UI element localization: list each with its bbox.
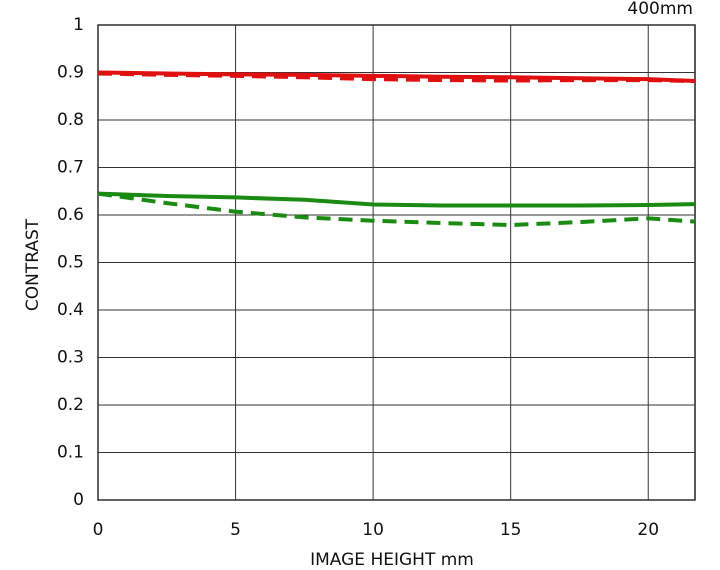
y-tick-label: 0.8 xyxy=(57,110,84,130)
y-tick-label: 1 xyxy=(73,15,84,35)
y-tick-label: 0.6 xyxy=(57,205,84,225)
x-tick-label: 5 xyxy=(230,520,241,540)
y-tick-label: 0.2 xyxy=(57,395,84,415)
x-tick-label: 0 xyxy=(93,520,104,540)
x-tick-label: 20 xyxy=(637,520,659,540)
y-tick-label: 0.3 xyxy=(57,348,84,368)
x-tick-label: 10 xyxy=(362,520,384,540)
y-tick-label: 0.5 xyxy=(57,253,84,273)
y-tick-label: 0.1 xyxy=(57,443,84,463)
series-line xyxy=(97,191,696,227)
y-tick-label: 0.9 xyxy=(57,63,84,83)
x-axis-label: IMAGE HEIGHT mm xyxy=(310,550,474,570)
series-line xyxy=(97,71,696,84)
y-axis-label: CONTRAST xyxy=(23,218,43,311)
y-tick-label: 0.7 xyxy=(57,158,84,178)
x-tick-label: 15 xyxy=(500,520,522,540)
chart-title: 400mm xyxy=(627,0,693,19)
y-tick-label: 0 xyxy=(73,490,84,510)
y-tick-label: 0.4 xyxy=(57,300,84,320)
series-line xyxy=(97,191,696,208)
